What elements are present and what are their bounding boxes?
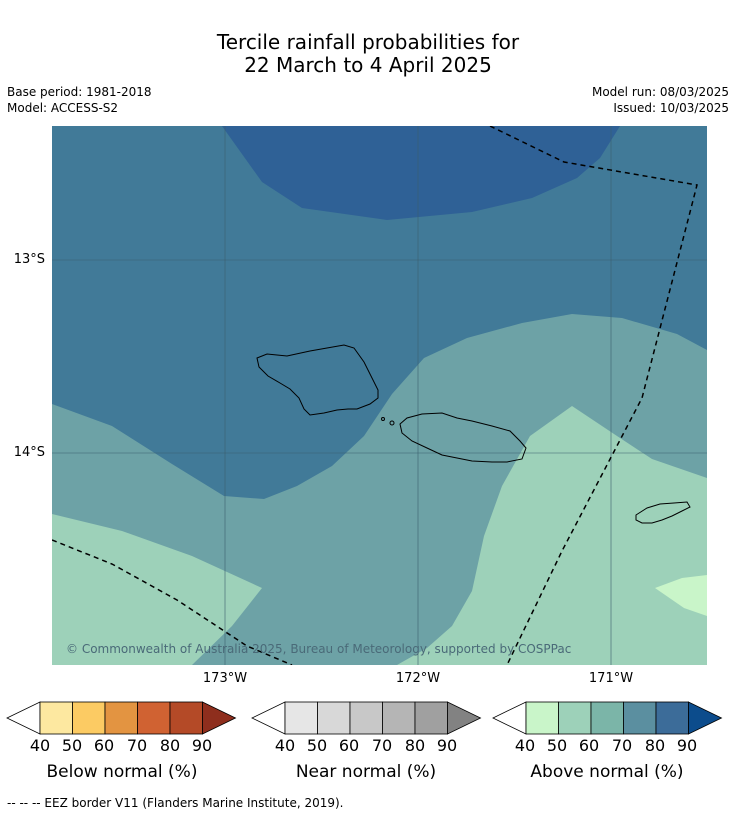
apolima-islet [381, 417, 385, 421]
base-period: Base period: 1981-2018 [7, 85, 152, 99]
tick-label: 70 [371, 736, 393, 755]
savaii-island [256, 344, 379, 416]
issued-date: Issued: 10/03/2025 [613, 101, 729, 115]
eez-border-south [52, 539, 293, 665]
title-line-1: Tercile rainfall probabilities for [216, 30, 520, 54]
colorbar-above-under-extension [492, 701, 527, 735]
lon-label-172w: 172°W [395, 671, 441, 686]
band-50-60 [52, 406, 707, 665]
colorbar-above-swatch [655, 701, 689, 735]
tick-label: 50 [306, 736, 328, 755]
tick-label: 40 [274, 736, 296, 755]
meta-right: Model run: 08/03/2025 Issued: 10/03/2025 [592, 84, 729, 116]
tutuila-island [635, 501, 691, 524]
lat-label-13s: 13°S [13, 252, 45, 267]
colorbar-below-under-extension [6, 701, 41, 735]
title-line-2: 22 March to 4 April 2025 [244, 53, 492, 77]
colorbar-above-swatch [558, 701, 592, 735]
colorbar-above-swatch [590, 701, 624, 735]
colorbar-near-swatch [414, 701, 448, 735]
lon-label-173w: 173°W [202, 671, 248, 686]
tick-label: 50 [546, 736, 568, 755]
manono-islet [389, 420, 395, 426]
tick-label: 60 [338, 736, 360, 755]
colorbar-above [492, 701, 723, 735]
lon-label-171w: 171°W [588, 671, 634, 686]
colorbar-near-swatch [284, 701, 318, 735]
band-40-50 [655, 575, 707, 616]
colorbar-near [251, 701, 482, 735]
colorbar-near-swatch [382, 701, 416, 735]
tick-label: 90 [436, 736, 458, 755]
band-80-90 [222, 126, 620, 220]
colorbar-near-under-extension [251, 701, 286, 735]
lat-label-14s: 14°S [13, 445, 45, 460]
graticule [52, 126, 707, 665]
colorbar-below-over-extension [202, 701, 237, 735]
map-svg: © Commonwealth of Australia 2025, Bureau… [52, 126, 707, 665]
tick-label: 40 [514, 736, 536, 755]
tick-label: 50 [61, 736, 83, 755]
tick-label: 60 [578, 736, 600, 755]
model-run: Model run: 08/03/2025 [591, 85, 729, 99]
eez-borders [52, 126, 698, 665]
tick-label: 70 [126, 736, 148, 755]
tick-label: 70 [611, 736, 633, 755]
copyright-notice: © Commonwealth of Australia 2025, Bureau… [66, 642, 571, 656]
tick-label: 80 [404, 736, 426, 755]
tick-label: 90 [676, 736, 698, 755]
colorbar-below-swatch [39, 701, 73, 735]
colorbar-above-over-extension [688, 701, 723, 735]
tick-label: 80 [644, 736, 666, 755]
colorbar-below-swatch [72, 701, 106, 735]
colorbar-near-over-extension [447, 701, 482, 735]
colorbar-below-swatch [169, 701, 203, 735]
colorbar-near-title: Near normal (%) [295, 762, 437, 782]
tick-label: 60 [93, 736, 115, 755]
colorbar-below-title: Below normal (%) [46, 762, 198, 782]
tick-label: 40 [29, 736, 51, 755]
model-name: Model: ACCESS-S2 [7, 101, 119, 115]
colorbar-above-swatch [525, 701, 559, 735]
colorbar-near-swatch [349, 701, 383, 735]
eez-legend: -- -- -- EEZ border V11 (Flanders Marine… [7, 796, 344, 810]
map-title: Tercile rainfall probabilities for 22 Ma… [0, 31, 736, 77]
coastlines [256, 344, 691, 524]
tick-label: 90 [191, 736, 213, 755]
colorbar-below-swatch [137, 701, 171, 735]
colorbar-near-swatch [317, 701, 351, 735]
tick-label: 80 [159, 736, 181, 755]
map-panel: © Commonwealth of Australia 2025, Bureau… [52, 126, 707, 665]
upolu-island [399, 412, 527, 463]
meta-left: Base period: 1981-2018 Model: ACCESS-S2 [7, 84, 152, 116]
colorbar-below-swatch [104, 701, 138, 735]
colorbar-below [6, 701, 237, 735]
colorbar-above-title: Above normal (%) [530, 762, 684, 782]
colorbar-above-swatch [623, 701, 657, 735]
eez-border-east [489, 126, 698, 665]
